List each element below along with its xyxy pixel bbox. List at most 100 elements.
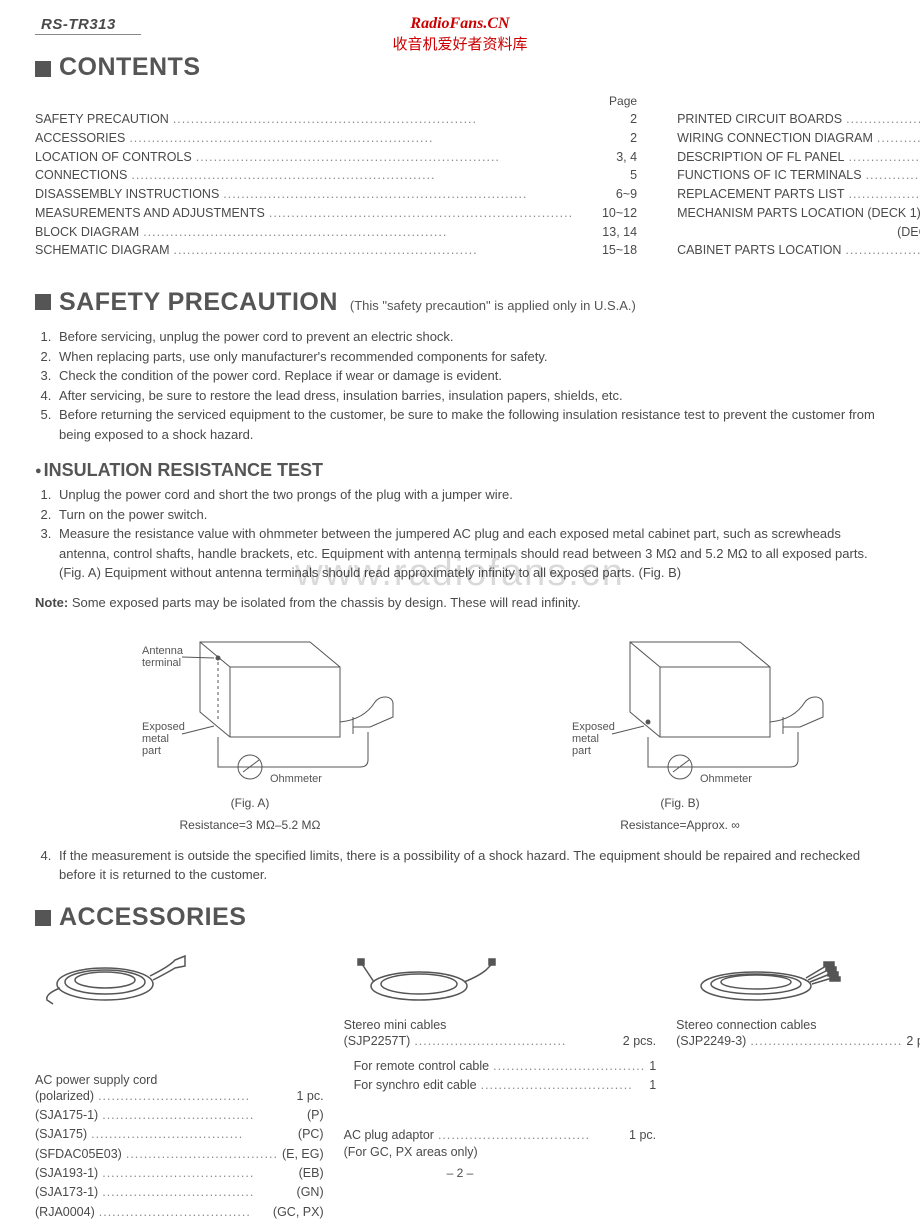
power-cord-icon xyxy=(35,948,195,1008)
safety-item: Check the condition of the power cord. R… xyxy=(55,366,895,386)
toc-label: CABINET PARTS LOCATION xyxy=(677,241,841,260)
page-header: Page xyxy=(35,94,637,108)
toc-label: DESCRIPTION OF FL PANEL xyxy=(677,148,844,167)
toc-label: FUNCTIONS OF IC TERMINALS xyxy=(677,166,862,185)
toc-label: PRINTED CIRCUIT BOARDS xyxy=(677,110,842,129)
insulation-item-4: If the measurement is outside the specif… xyxy=(55,846,895,885)
accessories-heading: ACCESSORIES xyxy=(35,903,895,932)
toc-row: MEASUREMENTS AND ADJUSTMENTS10~12 xyxy=(35,204,637,223)
insulation-after-list: If the measurement is outside the specif… xyxy=(35,846,895,885)
square-icon xyxy=(35,294,51,310)
toc-row: CABINET PARTS LOCATION37, 38 xyxy=(677,241,920,260)
acc-label: (SJA175) xyxy=(35,1125,87,1144)
acc-row: (SFDAC05E03) (E, EG) xyxy=(35,1145,324,1164)
acc-label: For remote control cable xyxy=(354,1057,489,1076)
toc-row: (DECK 2)33, 34 xyxy=(677,223,920,242)
note: Note: Some exposed parts may be isolated… xyxy=(35,595,895,610)
antenna-label: Antenna xyxy=(142,645,184,657)
toc-row: BLOCK DIAGRAM13, 14 xyxy=(35,223,637,242)
acc-value: 1 pc. xyxy=(629,1126,656,1145)
acc-value: (P) xyxy=(307,1106,324,1125)
toc-label: MECHANISM PARTS LOCATION (DECK 1) xyxy=(677,204,920,223)
toc-row: CONNECTIONS 5 xyxy=(35,166,637,185)
safety-title: SAFETY PRECAUTION xyxy=(59,288,338,317)
toc-label: CONNECTIONS xyxy=(35,166,127,185)
svg-text:part: part xyxy=(142,745,161,757)
toc-row: REPLACEMENT PARTS LIST26~30, 35, 36 xyxy=(677,185,920,204)
safety-item: Before servicing, unplug the power cord … xyxy=(55,327,895,347)
toc-page: 6~9 xyxy=(577,185,637,204)
toc-page: 15~18 xyxy=(577,241,637,260)
acc-label: AC plug adaptor xyxy=(344,1126,434,1145)
figure-b: Exposed metal part Ohmmeter (Fig. B) Res… xyxy=(530,622,830,832)
toc-page: 10~12 xyxy=(577,204,637,223)
acc-row: (SJP2257T) 2 pcs. xyxy=(344,1032,657,1051)
acc-label: (RJA0004) xyxy=(35,1203,95,1222)
acc-value: (GN) xyxy=(297,1183,324,1202)
acc-row: (SJA175-1) (P) xyxy=(35,1106,324,1125)
ohmmeter-label: Ohmmeter xyxy=(700,773,752,785)
fig-b-resistance: Resistance=Approx. ∞ xyxy=(530,818,830,832)
page-header: Page xyxy=(677,94,920,108)
watermark-line1: RadioFans.CN xyxy=(392,15,527,33)
figure-a: Antenna terminal Exposed metal part Ohmm… xyxy=(100,622,400,832)
acc-label: (SJA173-1) xyxy=(35,1183,98,1202)
svg-text:part: part xyxy=(572,745,591,757)
toc-left: Page SAFETY PRECAUTION 2ACCESSORIES2LOCAT… xyxy=(35,94,637,260)
toc-row: FUNCTIONS OF IC TERMINALS25 xyxy=(677,166,920,185)
toc: Page SAFETY PRECAUTION 2ACCESSORIES2LOCAT… xyxy=(35,94,895,260)
toc-page: 2 xyxy=(577,110,637,129)
square-icon xyxy=(35,61,51,77)
toc-label: ACCESSORIES xyxy=(35,129,125,148)
accessories-title: ACCESSORIES xyxy=(59,903,246,932)
toc-row: LOCATION OF CONTROLS 3, 4 xyxy=(35,148,637,167)
acc-col-2: Stereo mini cables (SJP2257T) 2 pcs. For… xyxy=(344,942,657,1222)
note-label: Note: xyxy=(35,595,68,610)
acc-value: 2 pcs. xyxy=(906,1032,920,1051)
watermark-line2: 收音机爱好者资料库 xyxy=(392,33,527,54)
insulation-list: Unplug the power cord and short the two … xyxy=(35,485,895,583)
acc-col-1: AC power supply cord (polarized)1 pc.(SJ… xyxy=(35,942,324,1222)
acc-row: (SJA175)(PC) xyxy=(35,1125,324,1144)
acc-value: (GC, PX) xyxy=(273,1203,324,1222)
acc-power-cord-title: AC power supply cord xyxy=(35,1073,324,1087)
acc-value: (E, EG) xyxy=(282,1145,324,1164)
acc-row: (SJA173-1) (GN) xyxy=(35,1183,324,1202)
toc-row: SCHEMATIC DIAGRAM15~18 xyxy=(35,241,637,260)
safety-list: Before servicing, unplug the power cord … xyxy=(35,327,895,444)
acc-row: (SJP2249-3) 2 pcs. xyxy=(676,1032,920,1051)
contents-title: CONTENTS xyxy=(59,53,201,82)
figure-row: Antenna terminal Exposed metal part Ohmm… xyxy=(35,622,895,832)
acc-label: (SFDAC05E03) xyxy=(35,1145,122,1164)
acc-value: 1 xyxy=(649,1057,656,1076)
toc-label: SAFETY PRECAUTION xyxy=(35,110,169,129)
acc-col-3: Stereo connection cables (SJP2249-3) 2 p… xyxy=(676,942,920,1222)
connection-cable-icon xyxy=(676,948,856,1008)
acc-label: (SJA193-1) xyxy=(35,1164,98,1183)
safety-item: Before returning the serviced equipment … xyxy=(55,405,895,444)
toc-row: PRINTED CIRCUIT BOARDS19~22 xyxy=(677,110,920,129)
watermark-header: RadioFans.CN 收音机爱好者资料库 xyxy=(392,15,527,54)
toc-right: Page PRINTED CIRCUIT BOARDS19~22WIRING C… xyxy=(677,94,920,260)
acc-value: 1 pc. xyxy=(297,1087,324,1106)
toc-label: (DECK 2) xyxy=(677,223,920,242)
svg-text:metal: metal xyxy=(142,733,169,745)
toc-page: 3, 4 xyxy=(577,148,637,167)
insulation-item: Measure the resistance value with ohmmet… xyxy=(55,524,895,583)
page-number: – 2 – xyxy=(447,1166,474,1180)
toc-label: WIRING CONNECTION DIAGRAM xyxy=(677,129,873,148)
insulation-item: Turn on the power switch. xyxy=(55,505,895,525)
toc-label: BLOCK DIAGRAM xyxy=(35,223,139,242)
toc-row: ACCESSORIES2 xyxy=(35,129,637,148)
toc-page: 5 xyxy=(577,166,637,185)
svg-text:metal: metal xyxy=(572,733,599,745)
mini-cable-icon xyxy=(344,948,504,1008)
acc-row: (SJA193-1) (EB) xyxy=(35,1164,324,1183)
insulation-heading: INSULATION RESISTANCE TEST xyxy=(35,460,895,481)
acc-conn-title: Stereo connection cables xyxy=(676,1018,920,1032)
acc-value: (EB) xyxy=(299,1164,324,1183)
acc-label: (SJA175-1) xyxy=(35,1106,98,1125)
toc-label: LOCATION OF CONTROLS xyxy=(35,148,192,167)
toc-row: WIRING CONNECTION DIAGRAM23 xyxy=(677,129,920,148)
toc-label: DISASSEMBLY INSTRUCTIONS xyxy=(35,185,219,204)
